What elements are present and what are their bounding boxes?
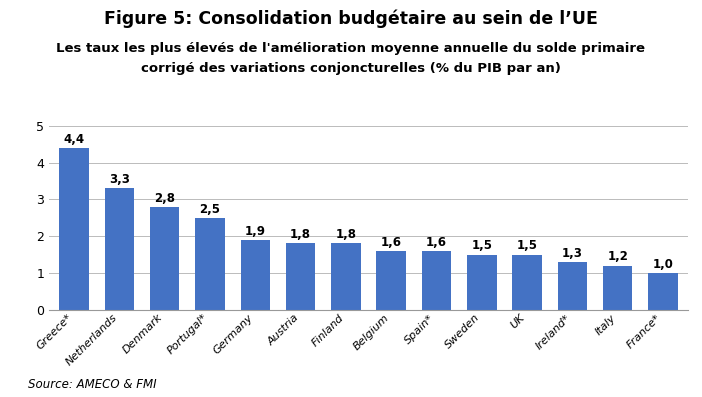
Bar (649, 273, 677, 310)
Bar (286, 243, 315, 310)
Text: 1,6: 1,6 (426, 236, 447, 249)
Text: Figure 5: Consolidation budgétaire au sein de l’UE: Figure 5: Consolidation budgétaire au se… (104, 10, 598, 29)
Text: corrigé des variations conjoncturelles (% du PIB par an): corrigé des variations conjoncturelles (… (141, 62, 561, 75)
Text: 1,6: 1,6 (380, 236, 402, 249)
Bar (557, 262, 587, 310)
Bar (331, 243, 361, 310)
Text: Les taux les plus élevés de l'amélioration moyenne annuelle du solde primaire: Les taux les plus élevés de l'améliorati… (56, 42, 646, 55)
Bar (422, 251, 451, 310)
Text: 1,3: 1,3 (562, 247, 583, 260)
Text: 2,8: 2,8 (154, 191, 176, 204)
Bar (603, 266, 633, 310)
Bar (60, 148, 88, 310)
Text: 2,5: 2,5 (199, 202, 220, 216)
Text: 3,3: 3,3 (109, 173, 130, 186)
Text: 1,9: 1,9 (245, 225, 266, 238)
Bar (241, 240, 270, 310)
Text: 1,8: 1,8 (336, 228, 357, 241)
Text: 1,8: 1,8 (290, 228, 311, 241)
Bar (376, 251, 406, 310)
Bar (195, 218, 225, 310)
Text: 4,4: 4,4 (63, 133, 85, 146)
Text: 1,5: 1,5 (471, 239, 492, 252)
Text: 1,0: 1,0 (653, 258, 673, 271)
Text: 1,5: 1,5 (517, 239, 538, 252)
Bar (467, 254, 496, 310)
Text: Source: AMECO & FMI: Source: AMECO & FMI (28, 378, 157, 391)
Bar (150, 207, 180, 310)
Bar (512, 254, 542, 310)
Bar (105, 188, 134, 310)
Text: 1,2: 1,2 (607, 251, 628, 263)
